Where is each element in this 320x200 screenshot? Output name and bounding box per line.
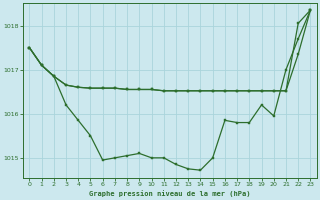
X-axis label: Graphe pression niveau de la mer (hPa): Graphe pression niveau de la mer (hPa): [89, 190, 251, 197]
